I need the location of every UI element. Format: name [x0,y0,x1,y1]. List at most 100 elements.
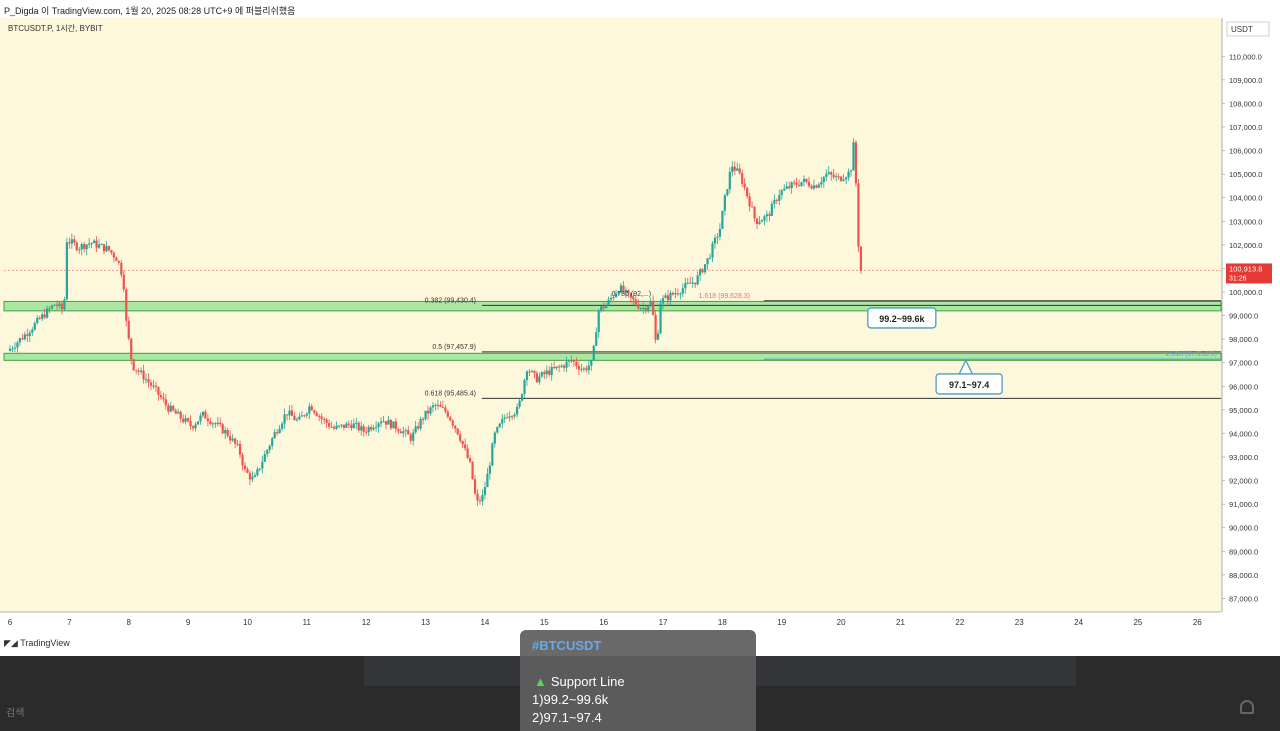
candle [110,250,113,253]
candle [602,306,605,309]
candle [825,173,828,177]
candle [743,183,746,188]
candle [555,366,558,369]
candle [315,412,318,416]
time-tick-label: 14 [480,618,489,627]
candle [273,432,276,439]
callout-box [935,373,1003,395]
candle [377,423,380,427]
candle [85,244,88,250]
chart-panel[interactable]: 0.382 (99,430.4) 0.5 (97,457.9) 0.618 (95,… [0,18,1280,632]
candle [493,432,496,444]
candle [355,422,358,424]
candle [154,385,158,387]
candle [434,404,437,406]
candle [790,182,793,189]
candle [459,434,462,441]
candle [392,421,395,429]
time-axis-bg [0,612,1280,632]
candle [162,397,165,400]
callout-pointer [958,358,974,376]
price-tick-label: 88,000.0 [1229,571,1258,580]
candle [83,244,86,250]
candle [226,430,229,436]
candle [815,185,818,188]
candle [340,424,343,426]
candle [518,400,521,407]
candle [528,371,531,373]
candle [243,465,247,470]
candle [666,295,670,301]
attribution-bar: P_Digda 이 TradingView.com, 1월 20, 2025 0… [0,0,1280,18]
candle [130,338,133,360]
candle [201,411,205,416]
candle [58,303,61,307]
price-tick-label: 107,000.0 [1229,123,1262,132]
candle [335,425,338,429]
candle [614,293,618,298]
candle [553,367,556,369]
time-tick-label: 8 [127,618,132,627]
fib-label-2: 0.618 (95,485.4) [425,390,476,397]
candle [627,290,630,294]
candle [585,368,588,371]
fib-label-3: 0.786 (92,...) [611,291,651,298]
candle [488,465,491,474]
time-tick-label: 26 [1193,618,1202,627]
candle [436,404,440,406]
candle [580,369,583,371]
candle [842,179,845,181]
candle [783,188,786,191]
candle [367,427,370,433]
candle [511,416,514,418]
candle [65,242,68,300]
candle [582,368,585,370]
support-zone-2 [3,352,1222,361]
candle [788,186,791,189]
bell-icon[interactable] [1240,700,1254,714]
fib-label-0: 0.382 (99,430.4) [425,297,476,304]
candle [372,427,375,430]
candle [117,260,120,263]
post-hashtag[interactable]: #BTCUSDT [532,638,602,653]
candle [810,186,813,189]
candle [530,370,534,372]
candle [261,461,264,469]
callout-text: 99.2~99.6k [879,314,925,324]
candle [827,172,830,174]
candle [758,221,761,224]
candle [701,269,704,273]
candle [624,290,628,292]
candle [417,426,420,429]
candle [778,194,781,201]
candle [520,394,524,401]
time-tick-label: 13 [421,618,430,627]
candle [501,418,504,424]
candle [605,304,608,309]
last-price-badge [1226,263,1272,284]
candle [350,424,353,429]
candle [172,405,175,411]
candle [112,252,115,258]
candle [11,348,14,350]
price-chart[interactable]: 0.382 (99,430.4) 0.5 (97,457.9) 0.618 (95,… [0,18,1280,632]
candle [612,297,615,299]
callout-box [867,307,937,329]
candle [733,166,736,171]
candle [318,415,321,417]
candle [711,243,714,258]
candle [857,183,860,247]
candle [486,473,489,488]
candle [332,427,336,429]
time-tick-label: 24 [1074,618,1083,627]
post-line-1: 1)99.2~99.6k [532,692,609,707]
axes: USDT 110,000.0 109,000.0 108,000.0 107,000.0… [0,18,1280,632]
candle [164,399,167,406]
candle [726,189,729,196]
candle [127,320,130,339]
candle [684,283,687,289]
candle [404,430,407,432]
candle [132,359,135,370]
price-tick-label: 90,000.0 [1229,524,1258,533]
candle [347,423,350,425]
